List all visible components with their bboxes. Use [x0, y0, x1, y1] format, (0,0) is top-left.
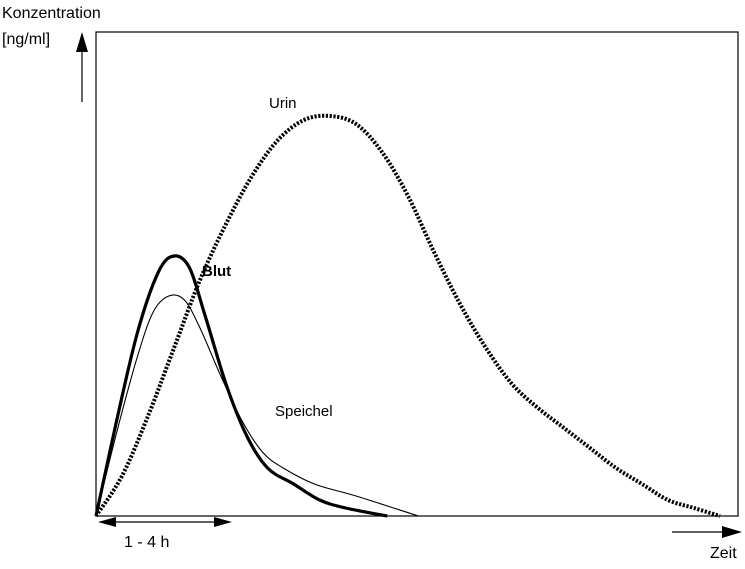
series-label-urin: Urin [269, 95, 297, 112]
x-axis-arrowhead [722, 526, 742, 538]
series-line-blut [94, 254, 388, 518]
x-axis-label: Zeit [710, 545, 737, 562]
duration-arrowhead-left [98, 517, 116, 527]
series-line-urin [94, 113, 721, 518]
duration-label: 1 - 4 h [124, 534, 169, 551]
y-axis-label-line2: [ng/ml] [2, 31, 50, 48]
y-axis-label-line1: Konzentration [2, 5, 101, 22]
series-label-blut: Blut [202, 263, 231, 280]
series-line-speichel [95, 294, 419, 517]
series-label-speichel: Speichel [275, 403, 333, 420]
y-axis-arrowhead [76, 32, 88, 52]
duration-arrowhead-right [214, 517, 232, 527]
